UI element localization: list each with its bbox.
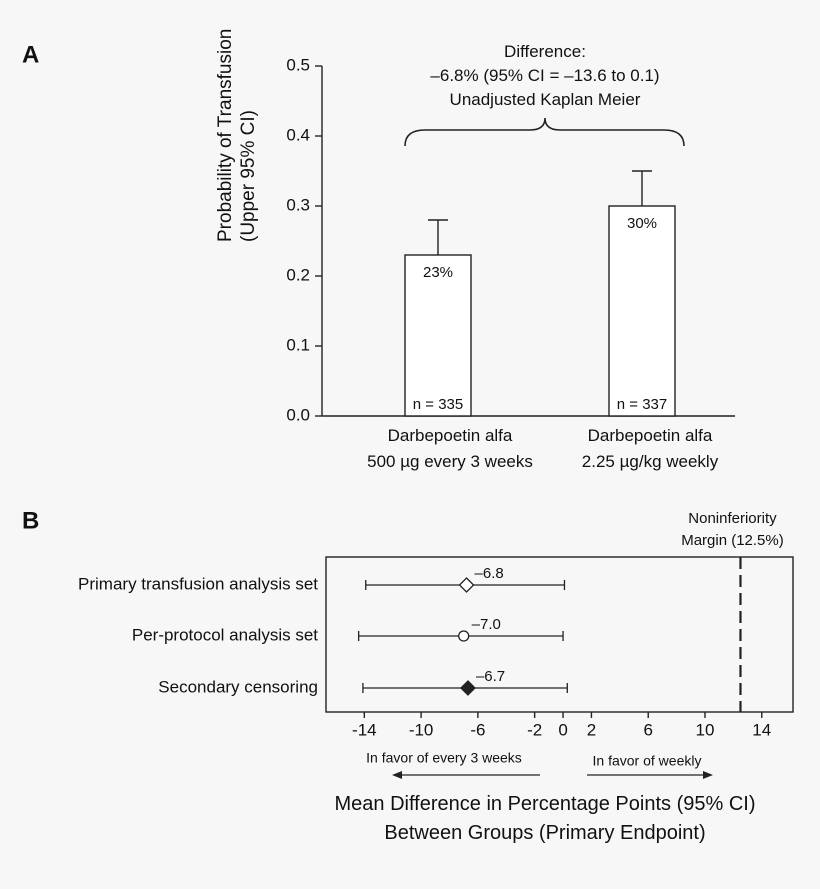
reference-label: Noninferiority Margin (12.5%) — [681, 510, 784, 549]
y-tick-label: 0.0 — [286, 405, 310, 424]
panel-label: B — [22, 507, 39, 534]
value-label: –7.0 — [472, 616, 501, 633]
value-label: –6.7 — [476, 668, 505, 685]
row-label: Primary transfusion analysis set — [78, 574, 318, 593]
error-bar — [632, 170, 652, 206]
point — [458, 577, 475, 593]
right-note: In favor of weekly — [593, 753, 702, 769]
point — [458, 630, 470, 642]
arrow-left-head — [392, 771, 402, 779]
bar — [404, 254, 472, 417]
y-tick-label: 0.4 — [286, 125, 310, 144]
x-tick-label: -6 — [470, 720, 485, 739]
annotation: Difference: –6.8% (95% CI = –13.6 to 0.1… — [430, 42, 660, 109]
panel-label: A — [22, 41, 39, 68]
point — [460, 680, 476, 696]
n-label: n = 337 — [617, 396, 667, 413]
y-tick-label: 0.5 — [286, 55, 310, 74]
x-tick-label: -14 — [352, 720, 377, 739]
y-tick-label: 0.1 — [286, 335, 310, 354]
x-tick-label: Darbepoetin alfa 2.25 µg/kg weekly — [581, 426, 719, 471]
row-label: Secondary censoring — [158, 677, 318, 696]
left-note: In favor of every 3 weeks — [366, 750, 522, 766]
error-bar — [428, 219, 448, 255]
arrow-right-head — [703, 771, 713, 779]
x-tick-label: 6 — [643, 720, 652, 739]
bar — [608, 205, 676, 417]
x-tick-label: 2 — [587, 720, 596, 739]
value-label: –6.8 — [475, 565, 504, 582]
value-label: 30% — [627, 215, 657, 232]
value-label: 23% — [423, 264, 453, 281]
x-axis-label: Mean Difference in Percentage Points (95… — [334, 793, 756, 844]
x-tick-label: Darbepoetin alfa 500 µg every 3 weeks — [367, 426, 533, 471]
y-tick-label: 0.3 — [286, 195, 310, 214]
brace — [404, 117, 685, 147]
x-tick-label: -2 — [527, 720, 542, 739]
y-tick-label: 0.2 — [286, 265, 310, 284]
plot-frame — [325, 556, 794, 713]
row-label: Per-protocol analysis set — [132, 625, 318, 644]
x-tick-label: 10 — [696, 720, 715, 739]
x-tick-label: 0 — [558, 720, 567, 739]
x-tick-label: -10 — [409, 720, 434, 739]
x-tick-label: 14 — [752, 720, 771, 739]
n-label: n = 335 — [413, 396, 463, 413]
